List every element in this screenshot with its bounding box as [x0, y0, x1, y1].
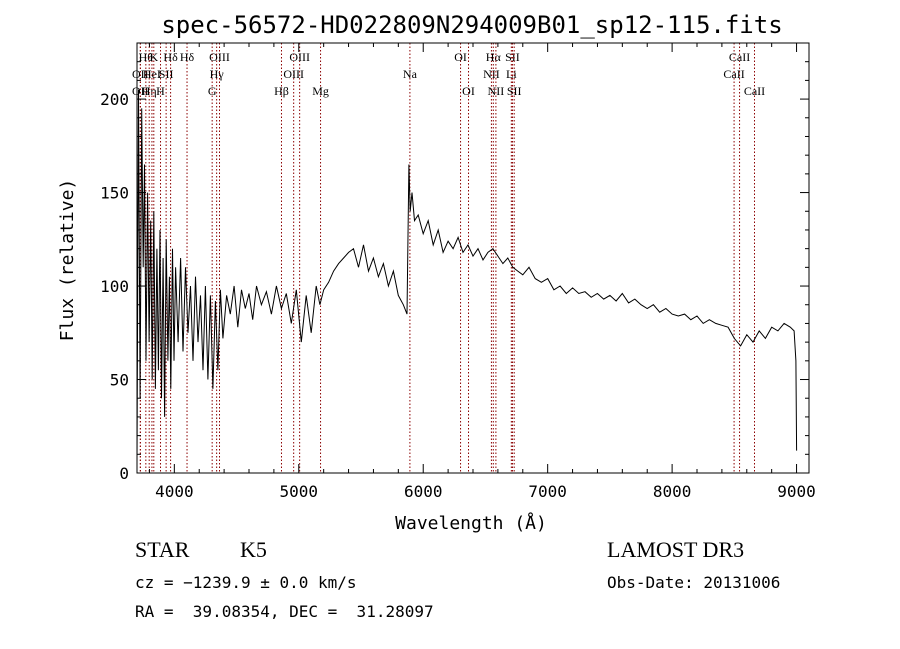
x-tick-label: 4000: [155, 482, 194, 501]
line-marker-label: SII: [505, 50, 520, 64]
y-tick-label: 100: [100, 277, 129, 296]
plot-frame: [136, 42, 810, 474]
line-marker-label: OII: [132, 67, 149, 81]
line-marker-label: Hβ: [274, 84, 289, 98]
x-axis-label: Wavelength (Å): [395, 512, 547, 534]
line-marker-label: Hγ: [210, 67, 225, 81]
line-marker-label: H: [156, 84, 165, 98]
object-class: STAR: [135, 537, 190, 562]
line-marker-label: Hη: [142, 84, 157, 98]
line-marker-label: NII: [483, 67, 500, 81]
line-marker-label: Mg: [312, 84, 329, 98]
x-tick-label: 7000: [528, 482, 567, 501]
redshift-velocity: cz = −1239.9 ± 0.0 km/s: [135, 573, 357, 592]
line-marker-label: NII: [488, 84, 505, 98]
object-subclass: K5: [240, 537, 267, 562]
axes: 4000 5000 6000 7000 8000 9000 0 50 100 150 200: [100, 43, 816, 501]
line-marker-label: OI: [454, 50, 467, 64]
line-marker-label: SII: [507, 84, 522, 98]
y-tick-label: 200: [100, 90, 129, 109]
line-marker-label: Hα: [486, 50, 502, 64]
line-marker-label: Hδ: [163, 50, 178, 64]
line-marker-label: CaII: [729, 50, 750, 64]
y-tick-label: 50: [110, 371, 129, 390]
observation-date: Obs-Date: 20131006: [607, 573, 781, 592]
line-marker-label: K: [149, 50, 158, 64]
line-marker-label: OIII: [283, 67, 304, 81]
line-marker-label: CaII: [723, 67, 744, 81]
x-tick-label: 6000: [404, 482, 443, 501]
y-axis-label: Flux (relative): [57, 179, 78, 342]
line-marker-label: G: [208, 84, 217, 98]
line-marker-label: Hδ: [180, 50, 195, 64]
survey-name: LAMOST DR3: [607, 537, 745, 562]
spectrum-line: [136, 89, 798, 464]
x-tick-label: 5000: [280, 482, 319, 501]
x-tick-label: 9000: [777, 482, 816, 501]
y-tick-label: 0: [119, 464, 129, 483]
line-marker-label: OI: [462, 84, 475, 98]
line-marker-label: CaII: [744, 84, 765, 98]
coordinates: RA = 39.08354, DEC = 31.28097: [135, 602, 434, 621]
line-marker-label: Na: [403, 67, 418, 81]
line-marker-label: SII: [159, 67, 174, 81]
line-marker-label: OIII: [289, 50, 310, 64]
line-marker-label: OIII: [209, 50, 230, 64]
chart-title: spec-56572-HD022809N294009B01_sp12-115.f…: [161, 11, 782, 39]
line-marker-label: Li: [506, 67, 517, 81]
line-marker-label: OII: [132, 84, 149, 98]
y-tick-label: 150: [100, 184, 129, 203]
x-tick-label: 8000: [653, 482, 692, 501]
line-marker-label: HeI: [143, 67, 161, 81]
